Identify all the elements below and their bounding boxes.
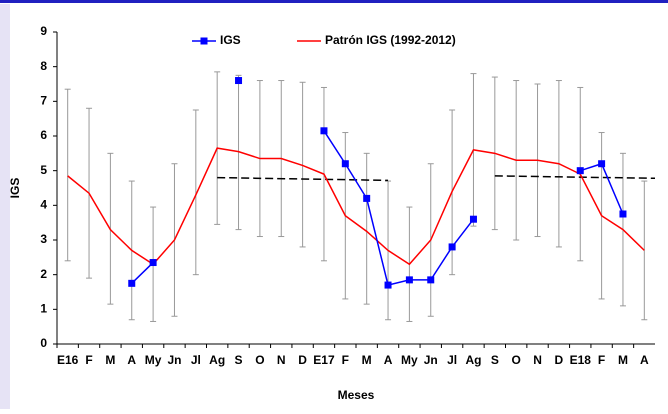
data-point <box>363 194 371 202</box>
y-tick-label: 8 <box>40 59 47 73</box>
y-tick-label: 5 <box>40 163 47 177</box>
y-tick-label: 2 <box>40 267 47 281</box>
y-tick-label: 7 <box>40 94 47 108</box>
top-rule <box>0 0 668 3</box>
x-tick-label: My <box>145 353 162 367</box>
data-point <box>341 160 349 168</box>
x-tick-label: M <box>105 353 115 367</box>
x-tick-label: S <box>235 353 243 367</box>
x-axis-label: Meses <box>338 388 375 402</box>
data-point <box>598 160 606 168</box>
x-tick-label: O <box>255 353 264 367</box>
x-tick-label: Ag <box>465 353 481 367</box>
data-point <box>619 210 627 218</box>
y-tick-label: 4 <box>40 198 47 212</box>
legend-label: Patrón IGS (1992-2012) <box>325 33 456 47</box>
y-axis-label: IGS <box>8 178 22 199</box>
data-point <box>469 215 477 223</box>
x-tick-label: N <box>533 353 542 367</box>
x-tick-label: My <box>401 353 418 367</box>
x-tick-label: A <box>127 353 136 367</box>
y-tick-label: 0 <box>40 336 47 350</box>
data-point <box>320 127 328 135</box>
x-tick-label: S <box>491 353 499 367</box>
data-point <box>405 276 413 284</box>
y-tick-label: 9 <box>40 24 47 38</box>
x-tick-label: F <box>342 353 349 367</box>
x-tick-label: N <box>277 353 286 367</box>
x-tick-label: Jn <box>167 353 181 367</box>
trend-line <box>494 175 656 180</box>
data-point <box>235 77 243 85</box>
data-point <box>427 276 435 284</box>
legend-marker <box>200 37 208 45</box>
x-tick-label: F <box>598 353 605 367</box>
x-tick-label: Jl <box>191 353 201 367</box>
x-tick-label: D <box>298 353 307 367</box>
x-tick-label: O <box>512 353 521 367</box>
x-tick-label: M <box>618 353 628 367</box>
x-tick-label: A <box>640 353 649 367</box>
x-tick-label: E18 <box>570 353 592 367</box>
x-tick-label: M <box>362 353 372 367</box>
x-tick-label: F <box>85 353 92 367</box>
data-point <box>576 167 584 175</box>
x-tick-label: Ag <box>209 353 225 367</box>
x-tick-label: Jn <box>424 353 438 367</box>
trend-line <box>217 176 389 182</box>
x-tick-label: E16 <box>57 353 79 367</box>
y-tick-label: 3 <box>40 232 47 246</box>
y-tick-label: 1 <box>40 302 47 316</box>
data-point <box>384 281 392 289</box>
x-tick-label: Jl <box>447 353 457 367</box>
y-tick-label: 6 <box>40 128 47 142</box>
x-tick-label: D <box>555 353 564 367</box>
side-strip <box>0 4 10 409</box>
data-point <box>448 243 456 251</box>
series-line <box>67 147 645 266</box>
data-point <box>128 279 136 287</box>
x-tick-label: A <box>384 353 393 367</box>
legend-label: IGS <box>220 33 241 47</box>
x-tick-label: E17 <box>313 353 335 367</box>
data-point <box>149 259 157 267</box>
